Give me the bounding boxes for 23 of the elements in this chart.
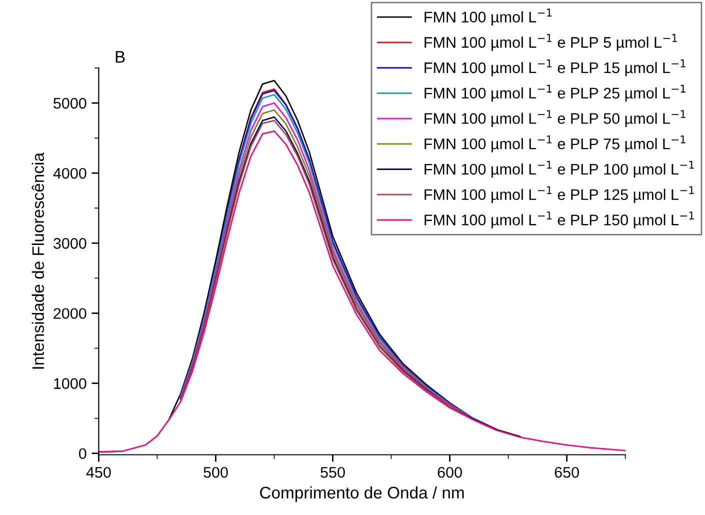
y-axis-title: Intensidade de Fluorescência [32, 152, 44, 369]
legend-label: FMN 100 µmol L$^{−1}$ e PLP 25 µmol L$^{−1}$ [424, 84, 686, 102]
legend-label: FMN 100 µmol L$^{−1}$ e PLP 100 µmol L$^{−1}$ [424, 160, 694, 178]
x-tick-label: 650 [554, 466, 579, 478]
legend-label: FMN 100 µmol L$^{−1}$ e PLP 150 µmol L$^{−1}$ [424, 212, 694, 228]
x-tick-label: 550 [320, 466, 345, 478]
x-tick-label: 450 [86, 466, 111, 478]
y-tick-label: 3000 [53, 238, 86, 249]
y-tick-label: 2000 [54, 308, 86, 319]
x-axis-title: Comprimento de Onda / nm [260, 486, 464, 502]
legend-label: FMN 100 µmol L$^{−1}$ [424, 8, 552, 26]
y-tick-label: 0 [78, 448, 86, 460]
y-tick-label: 1000 [54, 378, 86, 389]
text: B [116, 51, 125, 63]
x-tick-label: 500 [204, 466, 228, 478]
legend-label: FMN 100 µmol L$^{−1}$ e PLP 125 µmol L$^{−1}$ [424, 186, 694, 204]
legend-label: FMN 100 µmol L$^{−1}$ e PLP 75 µmol L$^{−1}$ [424, 135, 686, 152]
y-tick-label: 5000 [54, 98, 86, 109]
legend-label: FMN 100 µmol L$^{−1}$ e PLP 50 µmol L$^{−1}$ [424, 110, 686, 127]
y-tick-label: 4000 [53, 168, 86, 179]
x-tick-label: 600 [438, 466, 462, 478]
legend-label: FMN 100 µmol L$^{−1}$ e PLP 15 µmol L$^{−1}$ [424, 59, 686, 76]
legend-label: FMN 100 µmol L$^{−1}$ e PLP 5 µmol L$^{−1}$ [424, 34, 677, 51]
